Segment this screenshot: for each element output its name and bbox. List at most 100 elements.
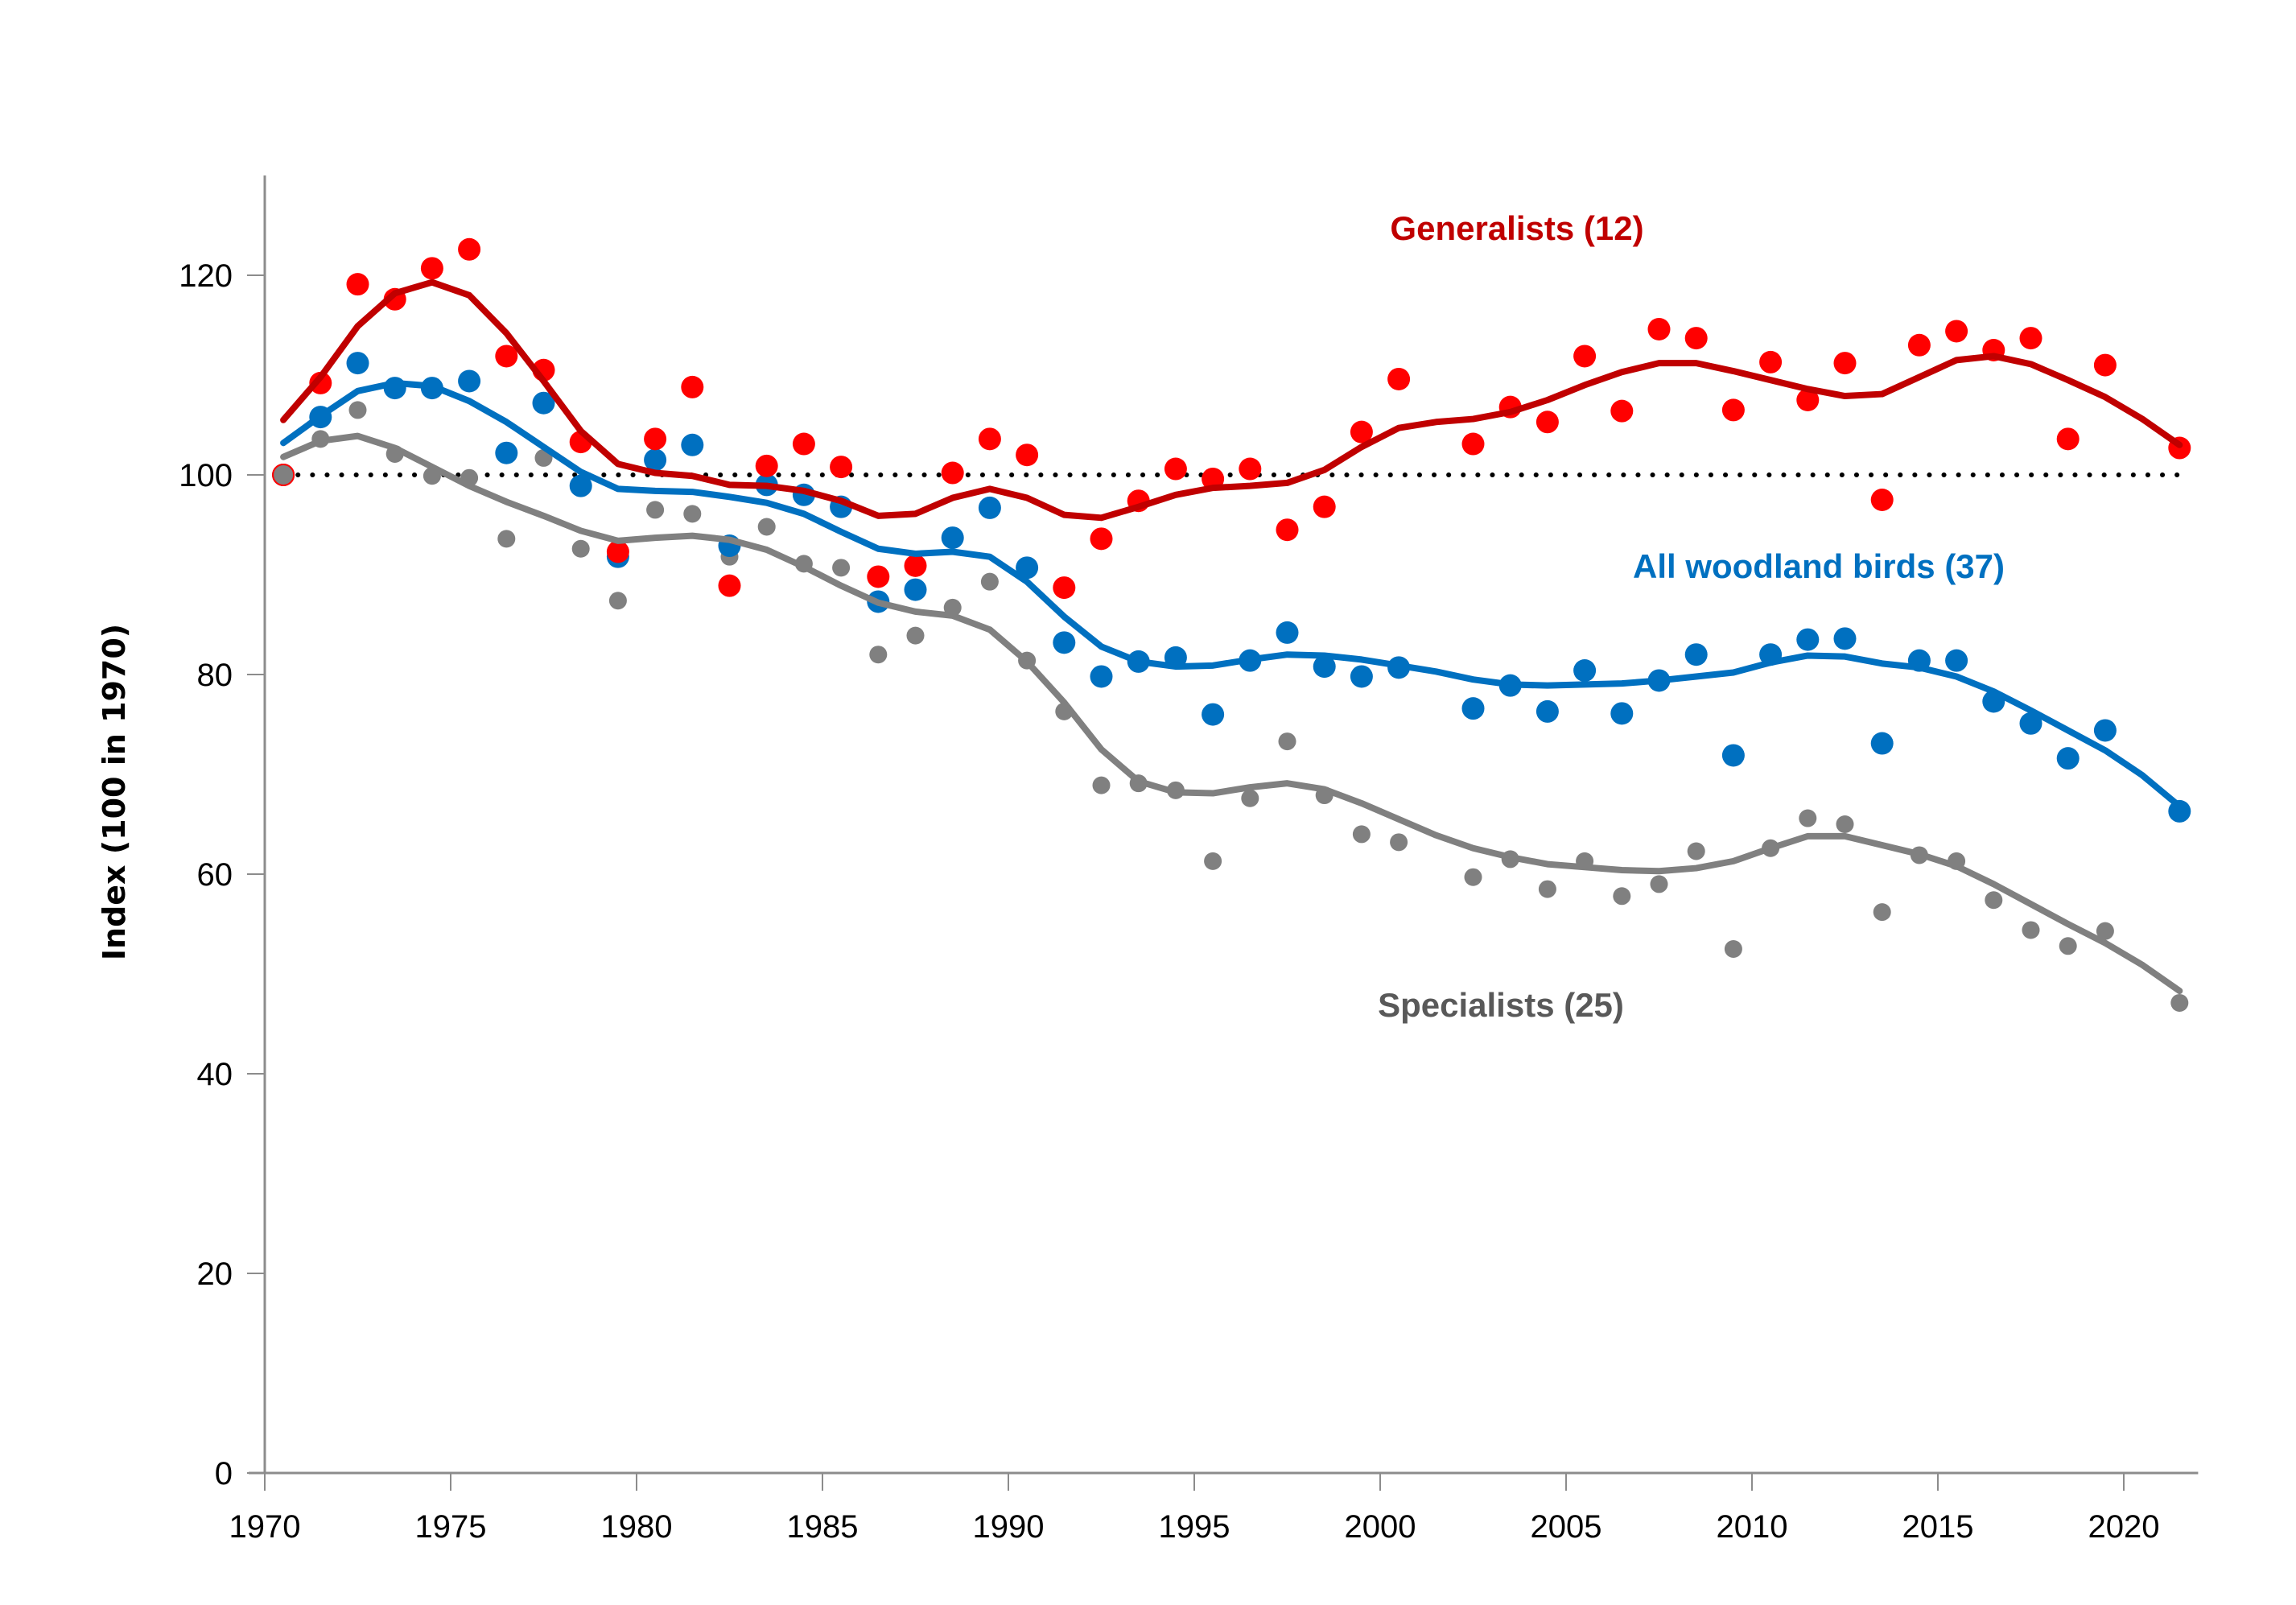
data-point-specialists	[1724, 940, 1742, 958]
data-point-generalists	[1016, 444, 1039, 467]
data-point-all-woodland-birds	[1016, 556, 1039, 580]
y-tick-label: 100	[179, 458, 233, 493]
series-layer	[272, 237, 2191, 1012]
series-generalists	[272, 237, 2191, 600]
data-point-all-woodland-birds	[1833, 627, 1857, 650]
data-point-specialists	[1092, 776, 1111, 794]
data-point-generalists	[1461, 432, 1485, 456]
data-point-specialists	[348, 401, 367, 419]
data-point-generalists	[1090, 527, 1113, 551]
data-point-all-woodland-birds	[1610, 702, 1634, 725]
data-point-specialists	[980, 572, 999, 591]
series-label-all-woodland-birds: All woodland birds (37)	[1633, 547, 2005, 585]
data-point-generalists	[1313, 495, 1336, 518]
data-point-all-woodland-birds	[941, 526, 964, 550]
data-point-generalists	[1647, 317, 1671, 340]
x-tick-label: 2010	[1717, 1509, 1788, 1545]
data-point-all-woodland-birds	[495, 441, 518, 464]
x-tick-label: 1980	[601, 1509, 673, 1545]
y-axis-title: Index (100 in 1970)	[97, 624, 132, 960]
data-point-generalists	[346, 273, 369, 296]
data-point-generalists	[1870, 489, 1894, 511]
data-point-specialists	[2059, 937, 2077, 955]
data-point-specialists	[2022, 921, 2040, 939]
series-label-specialists: Specialists (25)	[1378, 986, 1624, 1024]
data-point-specialists	[1278, 732, 1296, 751]
data-point-all-woodland-birds	[1796, 628, 1820, 651]
data-point-generalists	[1535, 411, 1559, 434]
data-point-generalists	[1239, 457, 1262, 481]
data-point-specialists	[608, 592, 627, 610]
data-point-generalists	[495, 345, 518, 368]
data-point-generalists	[1721, 398, 1745, 422]
data-point-generalists	[1945, 320, 1968, 343]
data-point-all-woodland-birds	[458, 369, 481, 393]
data-point-specialists	[1836, 815, 1854, 833]
x-tick-label: 1995	[1159, 1509, 1230, 1545]
data-point-all-woodland-birds	[1870, 732, 1894, 755]
data-point-generalists	[1796, 389, 1820, 411]
trend-line-specialists	[280, 432, 2183, 995]
data-point-generalists	[681, 375, 704, 398]
data-point-generalists	[1573, 345, 1597, 368]
data-point-all-woodland-birds	[1276, 621, 1299, 644]
data-point-specialists	[757, 518, 776, 536]
data-point-all-woodland-birds	[681, 433, 704, 456]
data-point-all-woodland-birds	[1684, 643, 1708, 666]
axes: 0 20 40 60 80 100 120 1970 1975 1980 1985 1990 1995…	[179, 175, 2199, 1545]
data-point-generalists	[458, 237, 481, 261]
data-point-all-woodland-birds	[1461, 697, 1485, 720]
data-point-generalists	[904, 554, 927, 577]
x-tick-label: 1990	[973, 1509, 1045, 1545]
data-point-generalists	[1907, 333, 1931, 357]
data-point-all-woodland-birds	[1202, 703, 1225, 726]
data-point-all-woodland-birds	[2056, 747, 2080, 770]
data-point-specialists	[1687, 842, 1705, 860]
data-point-specialists	[869, 646, 888, 664]
data-point-all-woodland-birds	[1945, 649, 1968, 672]
trend-line-generalists	[280, 279, 2183, 522]
data-point-generalists	[1610, 399, 1634, 423]
data-point-all-woodland-birds	[644, 448, 667, 472]
data-point-specialists	[1390, 833, 1408, 852]
data-point-generalists	[1053, 576, 1076, 600]
y-tick-label: 20	[197, 1256, 233, 1292]
series-label-generalists: Generalists (12)	[1390, 209, 1643, 247]
data-point-generalists	[644, 427, 667, 451]
data-point-all-woodland-birds	[1350, 665, 1373, 688]
y-tick-label: 120	[179, 258, 233, 294]
y-ticks: 0 20 40 60 80 100 120	[179, 258, 265, 1492]
series-labels: Generalists (12) All woodland birds (37)…	[1378, 209, 2005, 1024]
data-point-all-woodland-birds	[1535, 699, 1559, 723]
trend-line-all-woodland-birds	[280, 379, 2183, 810]
data-point-specialists	[1985, 891, 2003, 910]
data-point-generalists	[1276, 518, 1299, 542]
data-point-generalists	[2056, 427, 2080, 451]
data-point-generalists	[1759, 350, 1783, 373]
x-tick-label: 2015	[1902, 1509, 1974, 1545]
x-tick-label: 2020	[2088, 1509, 2160, 1545]
series-specialists	[274, 401, 2189, 1012]
data-point-generalists	[309, 371, 332, 394]
data-point-specialists	[1204, 852, 1222, 870]
data-point-generalists	[755, 454, 778, 477]
data-point-generalists	[2019, 327, 2042, 350]
data-point-all-woodland-birds	[2093, 719, 2117, 742]
data-point-specialists	[2170, 993, 2189, 1012]
data-point-generalists	[2093, 353, 2117, 377]
data-point-generalists	[420, 257, 443, 280]
data-point-all-woodland-birds	[1090, 665, 1113, 688]
data-point-specialists	[1650, 875, 1668, 893]
data-point-all-woodland-birds	[1313, 655, 1336, 679]
data-point-specialists	[832, 559, 851, 577]
x-tick-label: 1985	[787, 1509, 859, 1545]
data-point-all-woodland-birds	[1573, 659, 1597, 683]
data-point-base-1970	[272, 464, 295, 486]
data-point-generalists	[941, 461, 964, 485]
data-point-all-woodland-birds	[2019, 712, 2042, 735]
data-point-all-woodland-birds	[1721, 744, 1745, 767]
data-point-specialists	[1464, 868, 1482, 886]
data-point-specialists	[1873, 903, 1891, 922]
data-point-specialists	[571, 539, 590, 558]
